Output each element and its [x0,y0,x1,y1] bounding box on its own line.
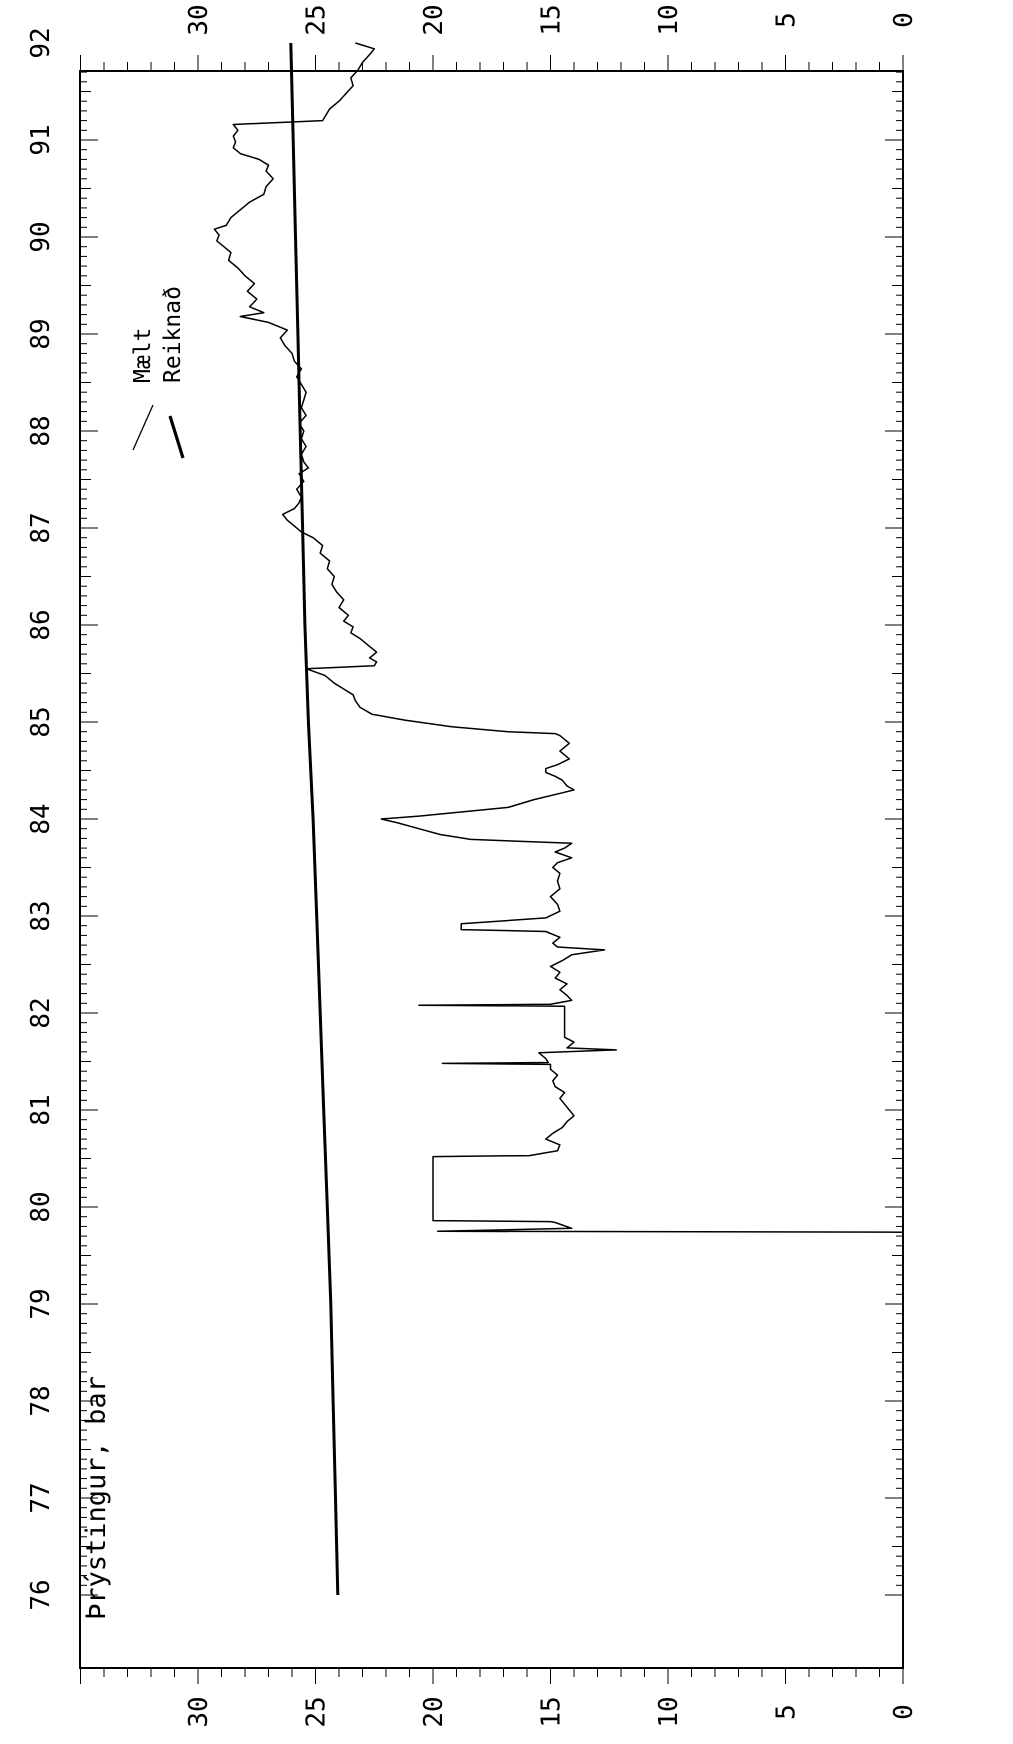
y-tick-label-top: 0 [889,12,919,28]
data-lines [213,42,904,1596]
plot-frame [79,70,904,1669]
y-tick-label-top: 20 [419,4,449,35]
x-tick-label: 76 [26,1579,56,1610]
x-tick-label: 85 [26,706,56,737]
y-tick-label-bottom: 5 [772,1704,802,1720]
series-computed [289,42,340,1596]
legend-label-computed: Reiknað [160,286,186,383]
x-tick-label: 79 [26,1288,56,1319]
x-tick-label: 81 [26,1094,56,1125]
tick-marks [80,55,904,1684]
x-tick-label: 92 [26,27,56,58]
x-tick-label: 84 [26,803,56,834]
x-tick-label: 87 [26,512,56,543]
y-tick-label-top: 10 [654,4,684,35]
x-tick-label: 80 [26,1191,56,1222]
tick-labels: 76 77 78 79 80 81 82 83 84 85 86 87 88 89 90 91 92 0 5 10 15… [26,4,919,1727]
legend-label-measured: Mælt [130,328,156,383]
x-tick-label: 86 [26,609,56,640]
legend-swatch-computed [168,415,185,459]
y-tick-label-top: 25 [302,4,332,35]
series-measured [213,42,904,1233]
x-tick-label: 90 [26,221,56,252]
y-tick-label-bottom: 0 [889,1704,919,1720]
legend-swatch-measured [132,404,154,451]
y-tick-label-top: 30 [184,4,214,35]
y-tick-label-top: 15 [537,4,567,35]
x-tick-label: 82 [26,997,56,1028]
y-tick-label-bottom: 25 [302,1696,332,1727]
legend: Mælt Reiknað [130,286,186,459]
y-tick-label-bottom: 10 [654,1696,684,1727]
x-tick-label: 89 [26,318,56,349]
x-tick-label: 78 [26,1385,56,1416]
y-tick-label-top: 5 [772,12,802,28]
x-tick-label: 91 [26,124,56,155]
chart-title: Þrýstingur, bar [81,1376,112,1620]
y-tick-label-bottom: 20 [419,1696,449,1727]
y-tick-label-bottom: 30 [184,1696,214,1727]
x-tick-label: 88 [26,415,56,446]
x-tick-label: 83 [26,900,56,931]
x-tick-label: 77 [26,1482,56,1513]
y-tick-label-bottom: 15 [537,1696,567,1727]
